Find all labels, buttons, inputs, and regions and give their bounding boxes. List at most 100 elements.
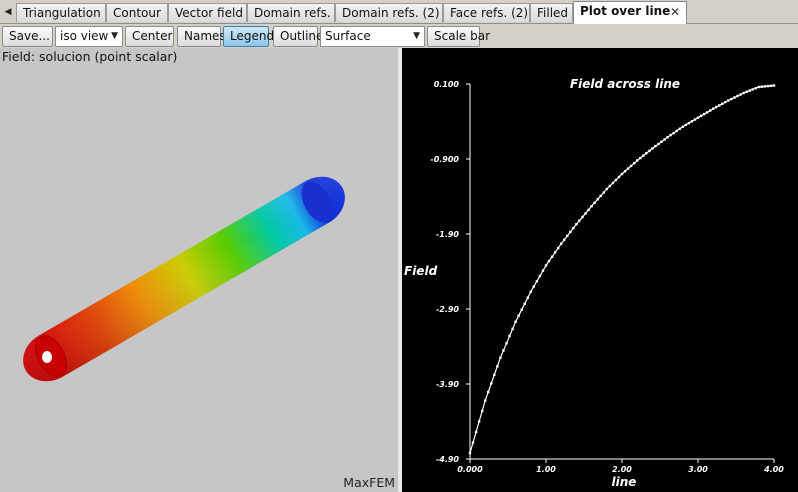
series-line	[469, 84, 775, 454]
data-point	[712, 107, 715, 110]
tab-vector-field[interactable]: Vector field	[168, 3, 247, 22]
data-point	[724, 100, 727, 104]
data-point	[699, 114, 703, 118]
data-point	[617, 175, 621, 179]
pane-splitter[interactable]	[398, 48, 402, 492]
legend-toggle-button[interactable]: Legend	[223, 26, 274, 47]
data-point	[550, 255, 554, 258]
data-point	[678, 127, 681, 130]
3d-viewport[interactable]: Field: solucion (point scalar)	[0, 48, 398, 492]
data-point	[709, 109, 712, 112]
data-point	[681, 125, 684, 128]
toolbar: Save... iso view ▼ Center Names Legend O…	[0, 24, 798, 48]
tab-bar: ◀ Triangulation Contour Vector field Dom…	[0, 0, 798, 24]
tab-contour[interactable]: Contour	[106, 3, 168, 22]
outline-button[interactable]: Outline	[273, 26, 323, 47]
data-point	[605, 187, 608, 191]
data-point	[490, 382, 493, 385]
data-point	[541, 269, 545, 272]
data-point	[657, 142, 660, 146]
cylinder	[23, 176, 345, 382]
tab-label: Triangulation	[23, 6, 101, 20]
save-button[interactable]: Save...	[2, 26, 53, 47]
chart-title: Field across line	[570, 77, 680, 91]
x-tick-label: 3.00	[688, 465, 708, 474]
data-point	[757, 85, 760, 89]
line-chart: Field across line Field line 0.100 -0.900…	[404, 77, 784, 489]
data-point	[526, 296, 529, 299]
data-point	[608, 184, 611, 188]
data-point	[520, 308, 523, 311]
data-point	[702, 112, 706, 116]
tab-label: Vector field	[175, 6, 243, 20]
data-point	[754, 87, 757, 90]
data-point	[523, 302, 526, 305]
data-point	[590, 205, 593, 208]
data-point	[477, 420, 481, 423]
data-point	[769, 84, 773, 87]
close-tab-icon[interactable]: ✕	[669, 5, 680, 19]
data-point	[496, 365, 499, 368]
data-point	[547, 259, 551, 263]
data-point	[584, 212, 587, 215]
data-point	[626, 167, 630, 170]
tab-plot-over-line[interactable]: Plot over line ✕	[573, 1, 687, 24]
center-button[interactable]: Center	[125, 26, 174, 47]
data-point	[672, 131, 675, 135]
data-point	[666, 136, 669, 139]
y-tick-label: -1.90	[436, 230, 459, 239]
data-point	[596, 198, 599, 201]
chevron-down-icon: ▼	[111, 31, 118, 41]
data-point	[690, 120, 694, 123]
data-point	[718, 104, 721, 107]
tab-triangulation[interactable]: Triangulation	[16, 3, 106, 22]
tab-filled[interactable]: Filled	[530, 3, 573, 22]
names-button[interactable]: Names	[177, 26, 226, 47]
data-point	[511, 327, 514, 331]
data-point	[575, 223, 578, 226]
data-point	[572, 226, 575, 230]
scale-bar-button[interactable]: Scale bar	[427, 26, 490, 47]
data-point	[499, 356, 502, 359]
data-point	[696, 116, 700, 119]
data-point	[772, 84, 776, 87]
data-point	[508, 334, 511, 338]
data-point	[660, 140, 663, 143]
tab-face-refs-2[interactable]: Face refs. (2)	[443, 3, 530, 22]
tab-scroll-left-icon[interactable]: ◀	[4, 6, 12, 17]
y-tick-label: -4.90	[436, 455, 459, 464]
plot-view[interactable]: Field across line Field line 0.100 -0.900…	[402, 48, 798, 492]
data-point	[636, 159, 639, 162]
tab-domain-refs-2[interactable]: Domain refs. (2)	[335, 3, 443, 22]
data-point	[663, 138, 666, 141]
data-point	[642, 154, 645, 157]
data-point	[727, 99, 730, 102]
data-point	[715, 105, 718, 109]
data-point	[651, 147, 654, 150]
data-point	[742, 91, 745, 95]
data-point	[538, 274, 542, 278]
data-point	[763, 85, 767, 88]
tab-label: Contour	[113, 6, 161, 20]
cylinder-hole	[42, 351, 52, 363]
y-tick-label: 0.100	[434, 80, 460, 89]
tab-domain-refs[interactable]: Domain refs.	[247, 3, 335, 22]
data-point	[493, 373, 496, 376]
x-tick-label: 4.00	[763, 465, 784, 474]
data-point	[654, 145, 657, 148]
data-point	[505, 342, 508, 345]
data-point	[474, 430, 478, 434]
cylinder-render	[23, 176, 345, 382]
data-point	[648, 149, 651, 153]
view-select[interactable]: iso view ▼	[55, 26, 123, 47]
view-select-value: iso view	[60, 29, 109, 43]
y-tick-label: -0.900	[430, 155, 459, 164]
data-point	[675, 129, 678, 133]
data-point	[633, 162, 636, 165]
data-point	[468, 451, 472, 455]
data-point	[487, 390, 490, 394]
representation-select[interactable]: Surface ▼	[320, 26, 425, 47]
data-point	[602, 191, 605, 194]
data-point	[733, 96, 736, 99]
data-point	[535, 280, 539, 283]
